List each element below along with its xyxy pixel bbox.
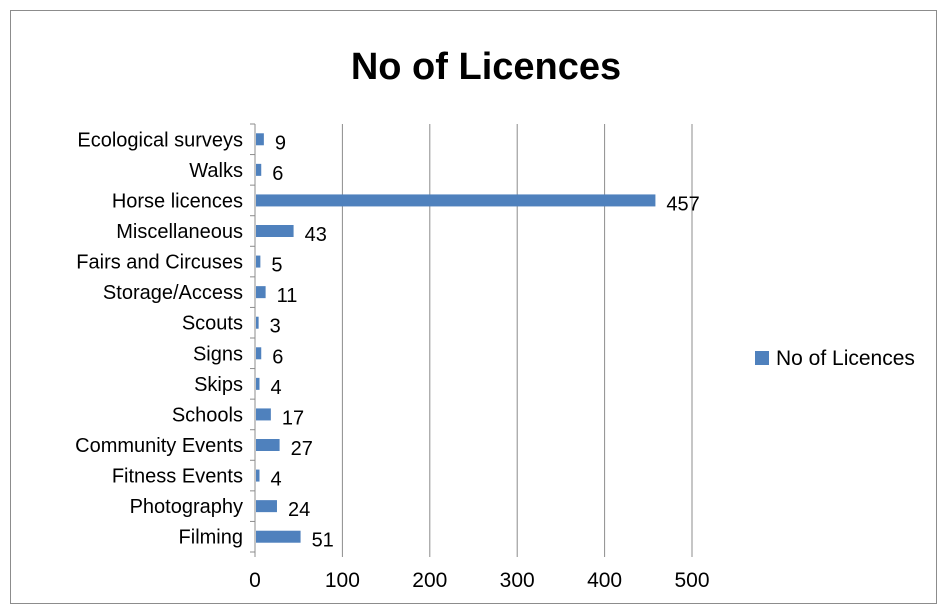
data-label: 24 — [288, 499, 310, 521]
data-label: 27 — [291, 438, 313, 460]
bar — [256, 377, 260, 390]
x-tick-label: 100 — [325, 569, 360, 592]
bar — [256, 194, 656, 207]
category-label: Community Events — [75, 435, 243, 457]
bar — [256, 530, 301, 543]
data-label: 9 — [275, 132, 286, 154]
legend-swatch — [755, 351, 769, 365]
x-tick-label: 400 — [587, 569, 622, 592]
chart-area: No of Licences Filming Photography Fitness… — [10, 10, 937, 604]
x-tick-label: 200 — [412, 569, 447, 592]
category-label: Miscellaneous — [116, 221, 243, 243]
data-label: 11 — [277, 285, 298, 307]
gridlines — [250, 123, 693, 553]
bar — [256, 408, 271, 421]
bar — [256, 255, 261, 268]
x-tick-label: 500 — [674, 569, 709, 592]
legend-label: No of Licences — [776, 347, 915, 370]
data-label: 5 — [271, 255, 282, 277]
bar — [256, 500, 277, 513]
x-axis-ticks: 0 100 200 300 400 500 — [249, 552, 710, 592]
bar — [256, 225, 294, 237]
bar — [256, 469, 260, 482]
category-label: Walks — [189, 160, 243, 182]
bar-chart: No of Licences Filming Photography Fitness… — [75, 46, 915, 592]
bar — [256, 133, 264, 146]
category-label: Skips — [194, 374, 243, 396]
category-label: Fitness Events — [112, 466, 243, 488]
data-label: 4 — [270, 469, 281, 491]
data-label: 43 — [305, 224, 327, 246]
category-label: Ecological surveys — [77, 129, 243, 151]
data-label: 17 — [282, 407, 304, 429]
category-label: Schools — [172, 404, 243, 426]
data-label: 3 — [270, 316, 281, 338]
data-label: 6 — [272, 346, 283, 368]
legend: No of Licences — [755, 347, 915, 370]
category-label: Scouts — [182, 313, 243, 335]
x-tick-label: 300 — [500, 569, 535, 592]
category-label: Fairs and Circuses — [76, 252, 243, 274]
bar — [256, 163, 262, 176]
category-label: Photography — [130, 496, 243, 518]
data-label: 4 — [270, 377, 281, 399]
category-label: Filming — [179, 527, 243, 549]
bars — [256, 133, 656, 543]
x-tick-label: 0 — [249, 569, 261, 592]
category-label: Horse licences — [112, 190, 243, 212]
data-label: 6 — [272, 163, 283, 185]
category-label: Storage/Access — [103, 282, 243, 304]
bar — [256, 286, 266, 299]
data-label: 51 — [312, 530, 334, 552]
category-labels: Filming Photography Fitness Events Communit… — [75, 129, 243, 548]
data-label: 457 — [666, 193, 699, 215]
bar — [256, 316, 259, 329]
bar — [256, 439, 280, 451]
chart-title: No of Licences — [351, 46, 621, 88]
bar — [256, 347, 262, 360]
category-label: Signs — [193, 343, 243, 365]
